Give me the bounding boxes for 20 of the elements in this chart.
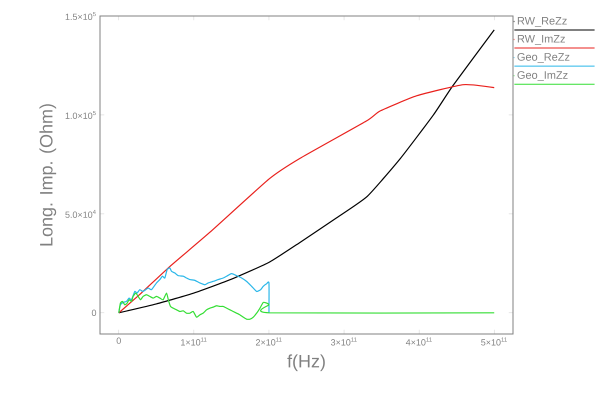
x-tick-label: 2×10$^{11}$ bbox=[256, 338, 282, 346]
y-axis-title: Long. Imp. (Ohm) bbox=[39, 104, 56, 246]
x-axis-title: f(Hz) bbox=[287, 354, 325, 372]
y-tick-label: 5.0×10$^{4}$ bbox=[65, 210, 96, 218]
legend-label: RW_ImZz bbox=[518, 35, 565, 45]
x-tick-label: 4×10$^{11}$ bbox=[406, 338, 432, 346]
line-series bbox=[118, 84, 495, 314]
legend-label: Geo_ReZz bbox=[518, 53, 570, 63]
legend-label: RW_ReZz bbox=[518, 17, 567, 27]
line-series bbox=[118, 292, 495, 320]
x-tick-label: 0 bbox=[116, 338, 121, 344]
x-tick-label: 5×10$^{11}$ bbox=[481, 338, 507, 346]
y-tick-label: 0 bbox=[92, 310, 96, 316]
x-tick-label: 1×10$^{11}$ bbox=[181, 338, 207, 346]
legend-label: Geo_ImZz bbox=[518, 71, 568, 81]
line-series bbox=[118, 267, 270, 314]
y-tick-label: 1.0×10$^{5}$ bbox=[66, 110, 96, 119]
line-series bbox=[118, 29, 495, 314]
y-tick-label: 1.5×10$^{5}$ bbox=[66, 12, 96, 20]
x-tick-label: 3×10$^{11}$ bbox=[330, 338, 357, 346]
